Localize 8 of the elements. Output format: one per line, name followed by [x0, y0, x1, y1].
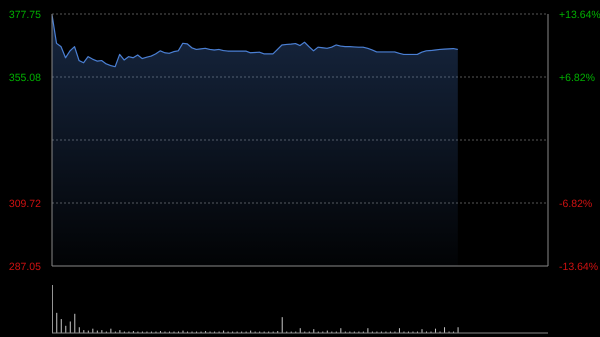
y2-tick-label: +6.82% [559, 72, 595, 84]
y-tick-label: 309.72 [8, 198, 42, 210]
y-tick-label: 377.75 [8, 9, 42, 21]
y2-tick-label: -13.64% [559, 261, 598, 273]
y-tick-label: 355.08 [8, 72, 42, 84]
y-tick-label: 287.05 [8, 261, 42, 273]
y2-tick-label: +13.64% [559, 9, 600, 21]
y2-tick-label: -6.82% [559, 198, 592, 210]
